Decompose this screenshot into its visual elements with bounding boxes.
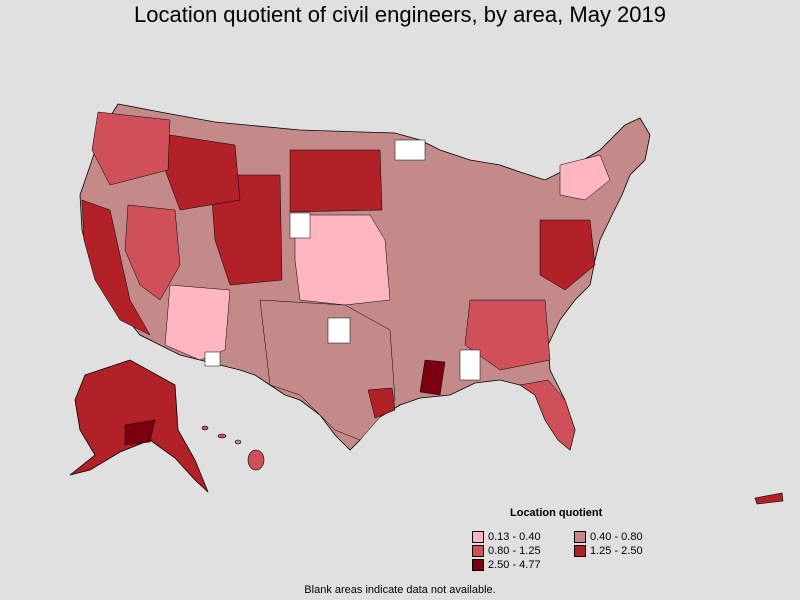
legend-label: 0.13 - 0.40 bbox=[488, 531, 541, 543]
blank-area-5 bbox=[394, 139, 426, 161]
legend-item: 1.25 - 2.50 bbox=[574, 545, 643, 557]
legend-item: 0.80 - 1.25 bbox=[472, 545, 541, 557]
mid-atlantic-region bbox=[539, 219, 596, 291]
northeast-pink-region bbox=[559, 154, 611, 201]
legend-swatch bbox=[472, 545, 484, 557]
legend-swatch bbox=[472, 531, 484, 543]
southeast-region bbox=[464, 299, 551, 371]
pacific-nw-region bbox=[91, 111, 171, 186]
legend-label: 0.40 - 0.80 bbox=[590, 531, 643, 543]
legend-title: Location quotient bbox=[510, 507, 603, 519]
blank-area-2 bbox=[459, 349, 481, 381]
blank-area-3 bbox=[327, 317, 351, 344]
map-title: Location quotient of civil engineers, by… bbox=[134, 2, 666, 27]
legend-swatch bbox=[472, 559, 484, 571]
texas-region bbox=[259, 299, 396, 441]
legend-label: 0.80 - 1.25 bbox=[488, 545, 541, 557]
california-coast-region bbox=[81, 199, 151, 336]
puerto-rico bbox=[754, 492, 784, 505]
nevada-region bbox=[124, 204, 181, 301]
wyoming-colorado-region bbox=[209, 174, 283, 286]
legend-item: 0.13 - 0.40 bbox=[472, 531, 541, 543]
footnote: Blank areas indicate data not available. bbox=[304, 584, 496, 596]
dakotas-region bbox=[289, 149, 383, 213]
idaho-montana-region bbox=[164, 134, 241, 211]
arizona-newmexico-region bbox=[164, 284, 231, 361]
legend-item: 2.50 - 4.77 bbox=[472, 559, 541, 571]
florida-region bbox=[519, 379, 576, 451]
mississippi-delta-region bbox=[419, 359, 446, 396]
legend-label: 1.25 - 2.50 bbox=[590, 545, 643, 557]
houston-region bbox=[367, 387, 396, 419]
hawaii bbox=[201, 425, 265, 471]
legend-swatch bbox=[574, 531, 586, 543]
legend-item: 0.40 - 0.80 bbox=[574, 531, 643, 543]
legend-label: 2.50 - 4.77 bbox=[488, 559, 541, 571]
plains-region bbox=[294, 214, 391, 306]
blank-area-1 bbox=[289, 212, 311, 239]
legend-swatch bbox=[574, 545, 586, 557]
blank-area-4 bbox=[204, 351, 221, 367]
alaska-south-region bbox=[124, 419, 156, 446]
